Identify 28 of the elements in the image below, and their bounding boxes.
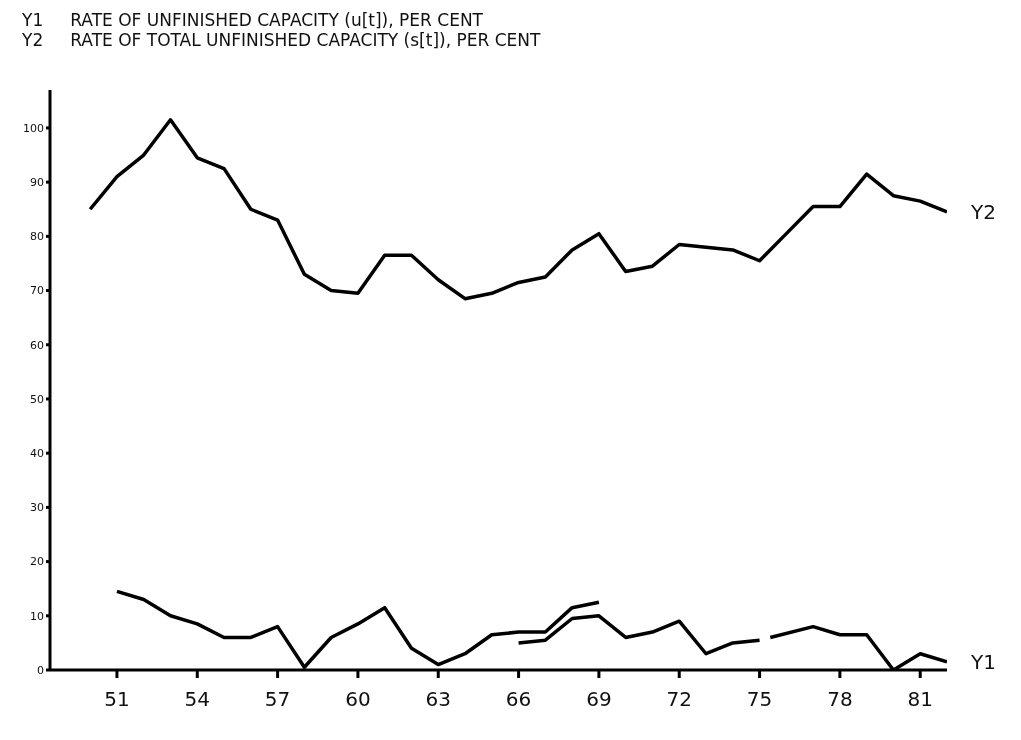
y-tick-label: 30 [30,501,44,515]
y-tick-label: 80 [30,230,44,244]
y-tick-label: 100 [23,121,44,135]
x-tick-label: 66 [505,687,532,712]
line-series [88,118,947,301]
chart-subtitle: Y2 RATE OF TOTAL UNFINISHED CAPACITY (s[t]), PER CENT [22,30,542,50]
y-tick-label: 20 [30,555,44,569]
x-tick-label: 72 [666,687,692,712]
x-tick-label: 63 [425,687,451,712]
x-tick-label: 75 [746,687,773,712]
y-tick-label: 50 [30,392,44,406]
y-tick-label: 10 [30,609,44,623]
series-label: Y2 [970,199,996,224]
y-tick-label: 70 [30,284,44,298]
x-tick-label: 57 [264,687,291,712]
line-series [516,614,762,656]
x-tick-label: 78 [827,687,853,712]
chart-title: Y1 RATE OF UNFINISHED CAPACITY (u[t]), PER CENT [22,10,484,30]
x-tick-label: 51 [104,687,130,712]
x-tick-label: 81 [907,687,933,712]
x-tick-label: 69 [586,687,612,712]
y-tick-label: 90 [30,176,44,190]
y-tick-label: 40 [30,447,44,461]
x-tick-label: 54 [184,687,210,712]
y-tick-label: 0 [37,663,44,677]
y-tick-label: 60 [30,338,44,352]
series-label: Y1 [970,649,996,674]
x-tick-label: 60 [345,687,371,712]
